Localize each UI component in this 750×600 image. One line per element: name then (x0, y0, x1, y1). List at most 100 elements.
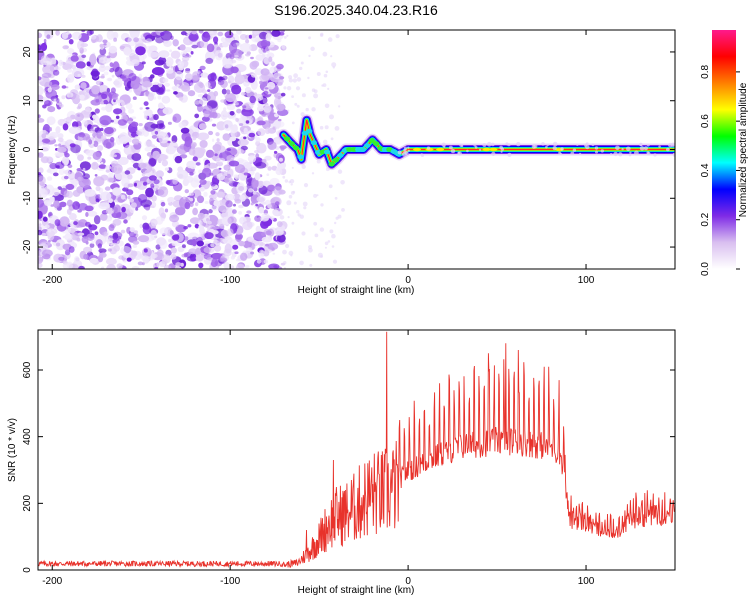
noise-blob (73, 221, 78, 226)
noise-blob (244, 265, 250, 268)
noise-blob (130, 202, 137, 209)
noise-blob (189, 217, 201, 225)
noise-blob (145, 38, 153, 44)
noise-blob (42, 129, 47, 134)
noise-blob (172, 65, 180, 72)
noise-blob (97, 145, 104, 152)
y-tick-label: 600 (22, 361, 33, 378)
noise-blob (85, 136, 91, 142)
noise-blob (143, 181, 147, 186)
noise-blob (67, 164, 73, 169)
noise-speck (291, 95, 294, 98)
noise-speck (316, 159, 321, 164)
noise-blob (191, 30, 197, 35)
noise-speck (314, 233, 319, 238)
noise-blob (61, 95, 66, 100)
noise-blob (242, 105, 247, 109)
noise-blob (271, 165, 278, 171)
noise-blob (239, 194, 246, 202)
noise-blob (200, 40, 209, 48)
noise-speck (323, 73, 328, 78)
noise-blob (105, 208, 115, 215)
y-tick-label: 20 (22, 46, 33, 58)
noise-blob (254, 172, 261, 181)
noise-blob (207, 73, 217, 82)
ridge-blob (288, 141, 295, 147)
noise-blob (108, 45, 118, 54)
noise-blob (265, 33, 272, 42)
noise-blob (261, 212, 270, 221)
noise-blob (137, 235, 150, 243)
noise-blob (272, 252, 276, 255)
noise-blob (201, 31, 211, 42)
noise-blob (41, 249, 53, 257)
noise-blob (131, 266, 140, 269)
halo-speck (473, 143, 477, 147)
noise-blob (216, 191, 225, 198)
noise-blob (257, 128, 266, 137)
noise-blob (201, 116, 210, 122)
noise-speck (286, 34, 289, 37)
y-tick-label: 200 (22, 495, 33, 512)
noise-blob (135, 207, 139, 211)
noise-blob (104, 186, 111, 191)
noise-blob (162, 107, 173, 115)
noise-blob (164, 167, 169, 171)
noise-blob (68, 39, 74, 45)
noise-speck (288, 250, 294, 256)
noise-blob (170, 253, 177, 260)
noise-blob (279, 215, 285, 220)
noise-speck (291, 121, 295, 125)
halo-speck (628, 153, 632, 157)
noise-blob (77, 176, 82, 182)
noise-blob (276, 234, 286, 243)
noise-blob (152, 150, 161, 160)
noise-blob (256, 259, 262, 264)
noise-blob (179, 154, 188, 159)
noise-speck (286, 200, 292, 206)
noise-blob (120, 229, 126, 234)
noise-blob (207, 89, 211, 92)
noise-blob (104, 127, 114, 135)
noise-blob (40, 156, 49, 164)
halo-speck (629, 151, 632, 154)
noise-blob (238, 240, 246, 247)
noise-blob (184, 201, 191, 210)
noise-blob (195, 162, 201, 166)
noise-blob (225, 200, 233, 208)
halo-speck (474, 146, 478, 149)
noise-blob (224, 147, 238, 157)
noise-blob (188, 248, 198, 255)
noise-blob (109, 62, 114, 68)
noise-blob (79, 94, 85, 100)
noise-blob (121, 77, 128, 82)
noise-blob (112, 187, 122, 196)
noise-blob (103, 43, 107, 46)
noise-blob (85, 221, 91, 227)
noise-blob (187, 232, 200, 240)
noise-blob (204, 232, 214, 240)
noise-blob (131, 59, 140, 67)
noise-speck (320, 203, 324, 207)
noise-blob (175, 206, 186, 216)
noise-blob (123, 219, 128, 224)
noise-blob (125, 102, 133, 110)
noise-blob (104, 65, 111, 71)
noise-blob (234, 199, 242, 204)
noise-blob (237, 139, 249, 146)
noise-blob (93, 115, 100, 124)
noise-blob (106, 176, 114, 183)
noise-blob (217, 79, 225, 86)
noise-blob (106, 55, 111, 59)
noise-blob (232, 244, 239, 250)
noise-speck (327, 87, 330, 90)
noise-speck (288, 75, 293, 80)
y-tick-label: -20 (22, 239, 33, 254)
noise-blob (223, 164, 231, 171)
noise-speck (308, 245, 313, 250)
noise-blob (113, 245, 120, 252)
noise-blob (264, 155, 272, 161)
noise-blob (84, 205, 94, 212)
halo-speck (407, 146, 410, 149)
ridge-hotspot (482, 147, 491, 152)
